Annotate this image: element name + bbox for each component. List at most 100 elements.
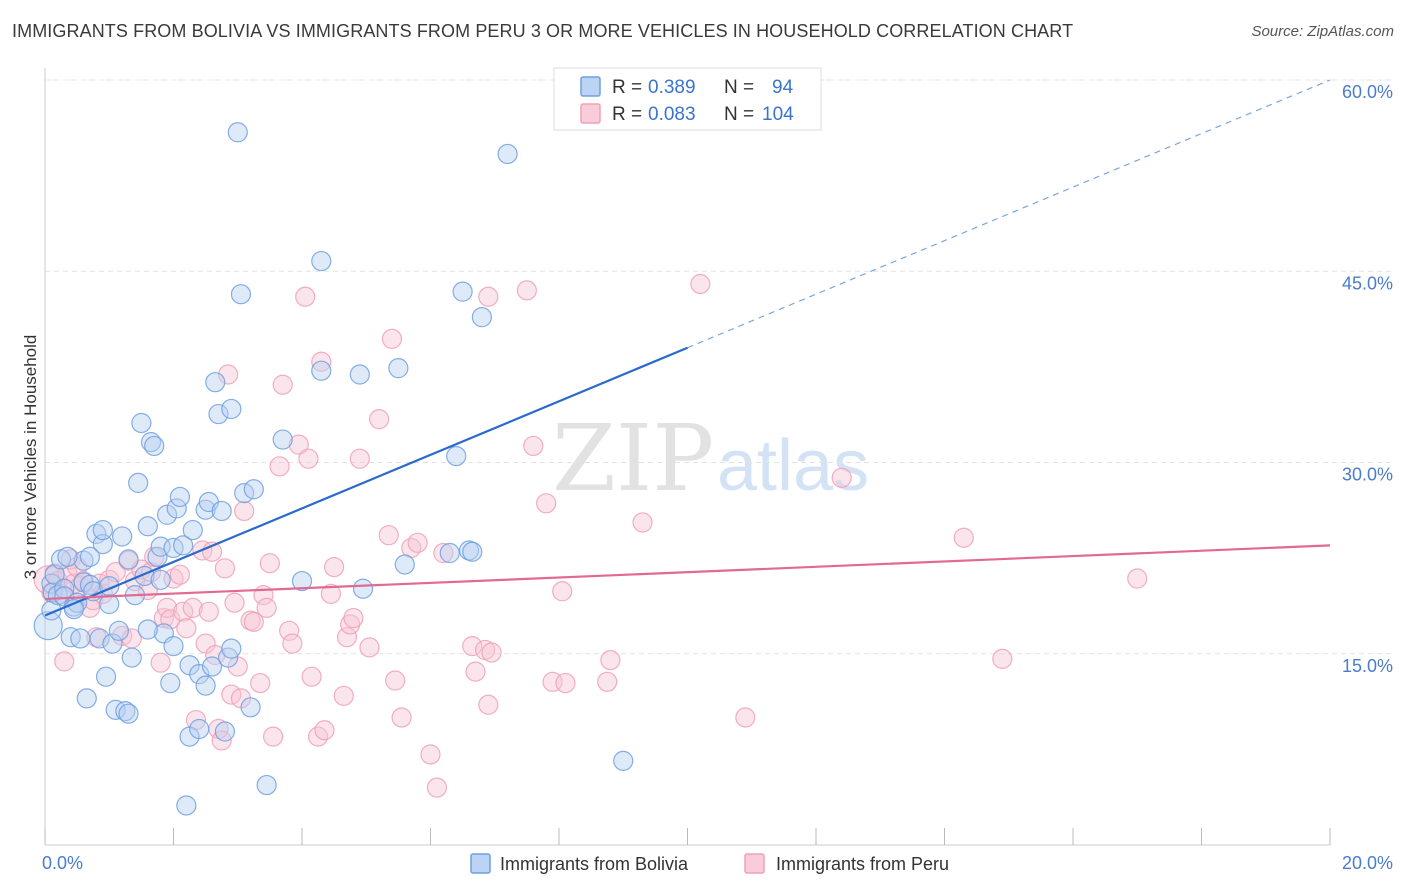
peru-point-88 (465, 661, 486, 682)
legend-n-value-peru: 104 (762, 104, 794, 125)
bolivia-point-66 (227, 122, 248, 143)
peru-point-57 (262, 726, 284, 747)
peru-point-92 (481, 642, 502, 663)
peru-point-69 (320, 583, 342, 604)
bottom-legend-swatch-peru (744, 853, 765, 874)
peru-point-80 (385, 670, 406, 691)
peru-point-87 (462, 635, 483, 657)
peru-point-52 (243, 611, 264, 632)
bolivia-point-20 (92, 533, 113, 555)
peru-point-102 (690, 273, 711, 295)
series-bolivia-points (33, 122, 634, 816)
bolivia-point-90 (57, 546, 78, 567)
x-tick-labels: 0.0% 20.0% (42, 853, 1393, 873)
bolivia-point-52 (182, 519, 203, 541)
bolivia-point-37 (137, 516, 158, 537)
peru-point-93 (516, 280, 537, 301)
bolivia-point-60 (208, 403, 229, 425)
peru-point-72 (336, 627, 358, 648)
bolivia-point-35 (131, 412, 152, 434)
peru-point-55 (256, 597, 277, 618)
bolivia-point-18 (86, 523, 107, 545)
y-tick-label-30: 30.0% (1342, 465, 1393, 485)
peru-point-71 (333, 685, 354, 706)
peru-point-100 (600, 650, 621, 671)
legend-swatch-bolivia (580, 76, 601, 97)
bolivia-point-70 (243, 479, 264, 500)
peru-point-95 (536, 493, 557, 514)
bolivia-point-34 (128, 472, 149, 493)
peru-point-32 (169, 564, 191, 585)
bolivia-point-81 (446, 446, 467, 467)
peru-point-62 (288, 434, 309, 455)
peru-point-81 (391, 707, 412, 728)
top-legend: R = 0.389 N = 94 R = 0.083 N = 104 (553, 67, 822, 131)
trend-lines (44, 79, 1331, 617)
peru-point-97 (552, 581, 573, 602)
y-axis-label: 3 or more Vehicles in Household (21, 335, 40, 580)
peru-point-47 (224, 592, 245, 613)
bolivia-point-3 (42, 582, 63, 603)
bolivia-point-58 (201, 656, 223, 677)
peru-point-85 (426, 777, 448, 798)
bolivia-point-85 (471, 307, 492, 328)
peru-point-106 (992, 648, 1013, 669)
peru-point-65 (301, 666, 322, 687)
legend-r-label-bolivia: R = (612, 77, 642, 98)
bolivia-point-87 (613, 750, 634, 771)
y-tick-label-15: 15.0% (1342, 656, 1393, 676)
peru-point-61 (282, 633, 303, 654)
peru-point-53 (250, 672, 271, 694)
bolivia-point-28 (111, 526, 133, 547)
legend-r-value-peru: 0.083 (648, 104, 696, 125)
bolivia-point-22 (95, 666, 117, 687)
bolivia-point-15 (76, 688, 97, 709)
bolivia-point-65 (221, 398, 242, 420)
peru-point-44 (214, 558, 235, 579)
legend-swatch-peru (580, 103, 601, 124)
bolivia-point-30 (118, 703, 139, 724)
bolivia-point-82 (452, 281, 473, 302)
bolivia-point-27 (108, 620, 129, 641)
bolivia-point-25 (102, 633, 123, 654)
bolivia-point-38 (140, 432, 162, 453)
legend-n-value-bolivia: 94 (772, 77, 794, 98)
axes (44, 68, 1331, 846)
peru-point-90 (478, 694, 499, 715)
peru-point-35 (182, 597, 203, 618)
source-label: Source: ZipAtlas.com (1251, 23, 1394, 40)
peru-point-98 (555, 672, 576, 694)
peru-point-59 (272, 374, 293, 395)
peru-point-75 (349, 448, 370, 469)
peru-point-99 (597, 671, 618, 692)
peru-point-68 (314, 720, 335, 741)
bolivia-point-21 (92, 519, 113, 541)
bolivia-point-76 (349, 364, 370, 385)
bolivia-point-4 (44, 564, 65, 585)
bolivia-point-73 (291, 570, 313, 592)
bolivia-point-79 (394, 554, 415, 575)
bottom-legend-label-bolivia: Immigrants from Bolivia (500, 854, 689, 874)
peru-point-70 (324, 556, 345, 578)
peru-point-91 (478, 286, 499, 307)
bolivia-point-12 (70, 628, 91, 649)
bolivia-point-75 (311, 360, 332, 381)
bolivia-point-72 (272, 429, 293, 450)
peru-point-34 (176, 618, 197, 639)
x-tick-label-max: 20.0% (1342, 853, 1393, 873)
trend-line-bolivia (44, 346, 688, 617)
peru-point-86 (433, 542, 454, 564)
peru-point-27 (150, 652, 171, 673)
bolivia-point-84 (462, 541, 483, 562)
y-tick-labels: 15.0% 30.0% 45.0% 60.0% (1342, 82, 1393, 676)
peru-point-79 (381, 328, 403, 349)
trend-line-peru (44, 544, 1331, 601)
series-peru-points (33, 273, 1148, 798)
bolivia-point-14 (73, 550, 94, 571)
bolivia-point-80 (439, 542, 460, 564)
y-tick-label-45: 45.0% (1342, 273, 1393, 293)
legend-r-label-peru: R = (612, 104, 642, 125)
peru-point-83 (407, 532, 428, 553)
bolivia-point-86 (497, 143, 518, 165)
